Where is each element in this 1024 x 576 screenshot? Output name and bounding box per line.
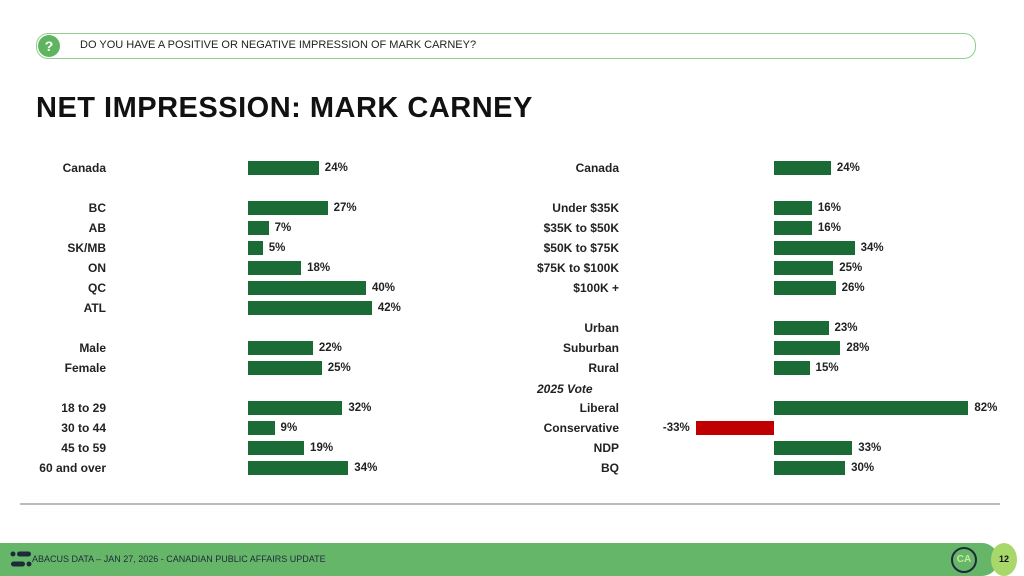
category-label: $100K +	[573, 281, 619, 295]
data-label: 30%	[851, 462, 875, 474]
category-label: $50K to $75K	[543, 241, 619, 255]
data-label: 5%	[268, 242, 286, 254]
bar	[774, 201, 812, 215]
data-label: 34%	[354, 462, 378, 474]
category-label: ATL	[83, 301, 106, 315]
data-label: 25%	[327, 362, 351, 374]
data-label: 26%	[841, 282, 865, 294]
divider	[20, 503, 1000, 505]
page-title: NET IMPRESSION: MARK CARNEY	[36, 92, 533, 124]
bar	[248, 201, 328, 215]
page-number: 12	[991, 543, 1017, 576]
data-label: 42%	[377, 302, 401, 314]
category-label: 45 to 59	[61, 441, 106, 455]
data-label: 28%	[846, 342, 870, 354]
bar	[774, 221, 812, 235]
bar	[774, 321, 829, 335]
footer-bar	[0, 543, 998, 576]
bar	[248, 161, 319, 175]
data-label: 18%	[307, 262, 331, 274]
bar	[248, 361, 322, 375]
category-label: BC	[88, 201, 106, 215]
bar	[248, 301, 372, 315]
bar	[774, 241, 855, 255]
category-label: ON	[88, 261, 106, 275]
data-label: 34%	[860, 242, 884, 254]
data-label: 16%	[817, 222, 841, 234]
bar	[774, 341, 841, 355]
category-label: NDP	[593, 441, 619, 455]
data-label: 25%	[839, 262, 863, 274]
category-label: $75K to $100K	[536, 261, 619, 275]
category-label: 18 to 29	[61, 401, 106, 415]
category-label: Female	[64, 361, 106, 375]
bar	[248, 261, 302, 275]
bar	[248, 341, 313, 355]
footer-text: ABACUS DATA – JAN 27, 2026 - CANADIAN PU…	[32, 554, 326, 564]
category-label: Urban	[584, 321, 619, 335]
data-label: 40%	[372, 282, 396, 294]
data-label: 7%	[274, 222, 292, 234]
bar	[774, 441, 853, 455]
data-label: 9%	[280, 422, 298, 434]
data-label: 32%	[348, 402, 372, 414]
category-label: Suburban	[563, 341, 619, 355]
question-text: DO YOU HAVE A POSITIVE OR NEGATIVE IMPRE…	[80, 39, 477, 51]
category-label: 30 to 44	[61, 421, 106, 435]
bar	[774, 161, 831, 175]
question-icon: ?	[38, 35, 60, 57]
category-label: Conservative	[543, 421, 619, 435]
bar	[248, 421, 275, 435]
bar	[248, 241, 263, 255]
category-label: AB	[88, 221, 106, 235]
bar	[248, 401, 343, 415]
data-label: 33%	[858, 442, 882, 454]
bar	[774, 461, 846, 475]
bar	[248, 461, 349, 475]
data-label: 15%	[815, 362, 839, 374]
question-banner	[36, 33, 976, 59]
category-label: $35K to $50K	[543, 221, 619, 235]
data-label: 24%	[836, 162, 860, 174]
category-label: QC	[88, 281, 106, 295]
bar	[774, 261, 834, 275]
category-label: Canada	[575, 161, 619, 175]
data-label: 16%	[817, 202, 841, 214]
bar	[774, 281, 836, 295]
category-label: Liberal	[579, 401, 619, 415]
bar	[695, 421, 774, 435]
data-label: 23%	[834, 322, 858, 334]
ca-badge: CA	[951, 547, 977, 573]
category-label: 60 and over	[39, 461, 106, 475]
bar	[774, 401, 969, 415]
category-label: BQ	[601, 461, 619, 475]
category-label: Canada	[62, 161, 106, 175]
data-label: 22%	[318, 342, 342, 354]
data-label: 24%	[324, 162, 348, 174]
category-label: Rural	[588, 361, 619, 375]
bar	[248, 441, 305, 455]
bar	[248, 221, 269, 235]
group-label-2025-vote: 2025 Vote	[537, 382, 593, 396]
data-label: 19%	[310, 442, 334, 454]
bar	[248, 281, 366, 295]
category-label: Male	[79, 341, 106, 355]
data-label: -33%	[662, 422, 690, 434]
category-label: SK/MB	[67, 241, 106, 255]
bar	[774, 361, 810, 375]
category-label: Under $35K	[552, 201, 619, 215]
abacus-logo-icon	[10, 551, 32, 567]
data-label: 27%	[333, 202, 357, 214]
data-label: 82%	[974, 402, 998, 414]
